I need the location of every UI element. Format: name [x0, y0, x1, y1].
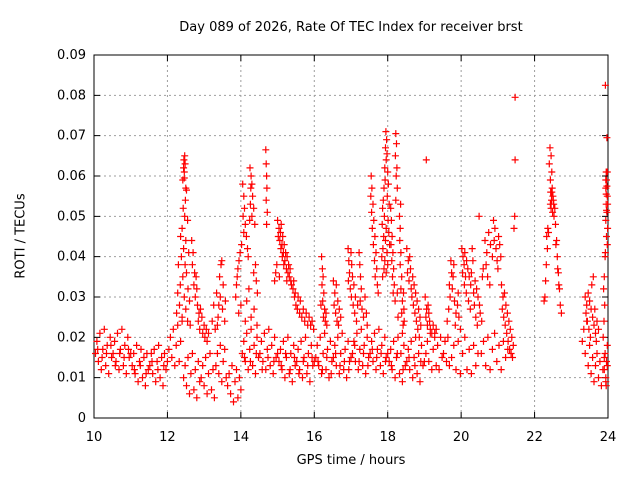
x-tick-label: 18: [379, 430, 396, 445]
axis-ticks: [93, 54, 609, 419]
y-tick-label: 0: [78, 411, 86, 426]
y-tick-label: 0.05: [57, 209, 86, 224]
y-tick-label: 0.03: [57, 290, 86, 305]
y-tick-label: 0.04: [57, 250, 86, 265]
x-tick-label: 24: [600, 430, 617, 445]
x-tick-label: 20: [453, 430, 470, 445]
plot-border: [93, 54, 609, 419]
x-tick-label: 22: [526, 430, 543, 445]
y-tick-label: 0.02: [57, 330, 86, 345]
x-tick-label: 12: [159, 430, 176, 445]
y-tick-label: 0.09: [57, 48, 86, 63]
x-tick-label: 14: [233, 430, 250, 445]
x-tick-label: 10: [86, 430, 103, 445]
y-tick-label: 0.08: [57, 88, 86, 103]
x-axis-label: GPS time / hours: [296, 453, 406, 468]
y-tick-label: 0.01: [57, 371, 86, 386]
y-tick-label: 0.07: [57, 129, 86, 144]
scatter-points: [92, 81, 612, 406]
chart-title: Day 089 of 2026, Rate Of TEC Index for r…: [179, 20, 523, 35]
x-tick-label: 16: [306, 430, 323, 445]
grid-lines: [94, 55, 608, 418]
y-tick-label: 0.06: [57, 169, 86, 184]
